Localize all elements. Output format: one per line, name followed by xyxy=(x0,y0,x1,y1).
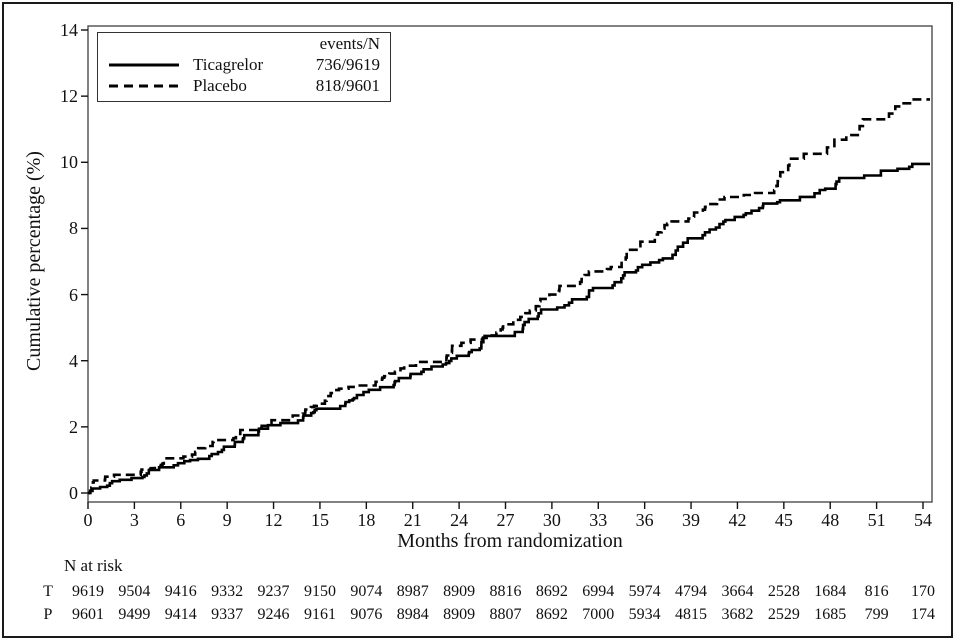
y-tick-label: 2 xyxy=(69,416,78,437)
legend-box: events/N Ticagrelor 736/9619 Placebo 818… xyxy=(97,32,391,102)
legend-events-n: 818/9601 xyxy=(315,75,380,95)
y-tick-label: 4 xyxy=(69,350,78,371)
n-at-risk-value: 9416 xyxy=(164,583,197,600)
x-tick-label: 0 xyxy=(83,510,93,530)
x-tick-label: 45 xyxy=(774,510,793,530)
n-at-risk-value: 8984 xyxy=(396,606,429,623)
n-at-risk-value: 8816 xyxy=(489,583,522,600)
y-tick-label: 12 xyxy=(60,86,78,107)
n-at-risk-value: 8692 xyxy=(535,606,568,623)
n-at-risk-value: 3682 xyxy=(721,606,754,623)
n-at-risk-value: 9499 xyxy=(118,606,151,623)
n-at-risk-value: 8909 xyxy=(443,606,476,623)
placebo-dashed-line-sample xyxy=(108,81,180,91)
n-at-risk-value: 6994 xyxy=(582,583,615,600)
x-tick-label: 48 xyxy=(821,510,840,530)
x-axis-label: Months from randomization xyxy=(397,530,623,552)
n-at-risk-value: 3664 xyxy=(721,583,754,600)
n-at-risk-value: 9074 xyxy=(350,583,383,600)
n-at-risk-value: 9237 xyxy=(257,583,290,600)
legend-label: Placebo xyxy=(193,75,247,95)
n-at-risk-value: 9504 xyxy=(118,583,151,600)
n-at-risk-value: 9246 xyxy=(257,606,290,623)
x-tick-label: 27 xyxy=(496,510,515,530)
n-at-risk-value: 9150 xyxy=(303,583,336,600)
n-at-risk-value: 8807 xyxy=(489,606,522,623)
x-tick-label: 51 xyxy=(867,510,886,530)
n-at-risk-value: 816 xyxy=(864,583,889,600)
n-at-risk-value: 5934 xyxy=(628,606,661,623)
n-at-risk-value: 9161 xyxy=(303,606,336,623)
legend-label: Ticagrelor xyxy=(193,54,264,74)
y-axis-label: Cumulative percentage (%) xyxy=(23,151,45,371)
n-at-risk-value: 4794 xyxy=(675,583,708,600)
n-at-risk-value: 174 xyxy=(911,606,935,623)
x-tick-label: 18 xyxy=(357,510,376,530)
n-at-risk-value: 1685 xyxy=(814,606,847,623)
x-tick-label: 33 xyxy=(589,510,608,530)
legend-item-placebo: Placebo 818/9601 xyxy=(108,75,380,96)
legend-events-n: 736/9619 xyxy=(315,54,380,74)
n-at-risk-value: 8909 xyxy=(443,583,476,600)
n-at-risk-value: 799 xyxy=(864,606,889,623)
x-tick-label: 6 xyxy=(176,510,186,530)
n-at-risk-value: 9619 xyxy=(72,583,104,600)
y-tick-label: 6 xyxy=(69,284,78,305)
n-at-risk-row-label: T xyxy=(43,583,53,600)
y-tick-label: 10 xyxy=(60,152,78,173)
n-at-risk-value: 8987 xyxy=(396,583,429,600)
n-at-risk-value: 9601 xyxy=(72,606,104,623)
n-at-risk-value: 1684 xyxy=(814,583,847,600)
ticagrelor-solid-line-sample xyxy=(108,60,180,70)
x-tick-label: 54 xyxy=(914,510,932,530)
n-at-risk-value: 2529 xyxy=(767,606,800,623)
x-tick-label: 3 xyxy=(129,510,139,530)
legend-header: events/N xyxy=(319,34,380,53)
x-tick-label: 30 xyxy=(542,510,561,530)
n-at-risk-value: 9076 xyxy=(350,606,383,623)
x-tick-label: 42 xyxy=(728,510,747,530)
plot-frame xyxy=(87,25,933,503)
n-at-risk-value: 2528 xyxy=(767,583,800,600)
n-at-risk-value: 170 xyxy=(911,583,935,600)
x-tick-label: 39 xyxy=(682,510,701,530)
placebo-curve xyxy=(88,98,930,495)
x-tick-label: 24 xyxy=(450,510,469,530)
n-at-risk-value: 9332 xyxy=(211,583,244,600)
x-tick-label: 12 xyxy=(264,510,283,530)
n-at-risk-value: 9414 xyxy=(164,606,197,623)
y-tick-label: 14 xyxy=(60,20,78,40)
n-at-risk-value: 5974 xyxy=(628,583,661,600)
x-tick-label: 15 xyxy=(310,510,329,530)
x-tick-label: 9 xyxy=(222,510,232,530)
x-tick-label: 21 xyxy=(403,510,422,530)
n-at-risk-value: 4815 xyxy=(675,606,708,623)
x-tick-label: 36 xyxy=(635,510,654,530)
n-at-risk-value: 7000 xyxy=(582,606,615,623)
n-at-risk-row-label: P xyxy=(43,606,53,623)
ticagrelor-curve xyxy=(88,162,930,495)
legend-item-ticagrelor: Ticagrelor 736/9619 xyxy=(108,54,380,75)
y-tick-label: 8 xyxy=(69,218,78,239)
y-tick-label: 0 xyxy=(69,483,78,503)
n-at-risk-title: N at risk xyxy=(64,556,123,575)
n-at-risk-value: 8692 xyxy=(535,583,568,600)
n-at-risk-value: 9337 xyxy=(211,606,244,623)
